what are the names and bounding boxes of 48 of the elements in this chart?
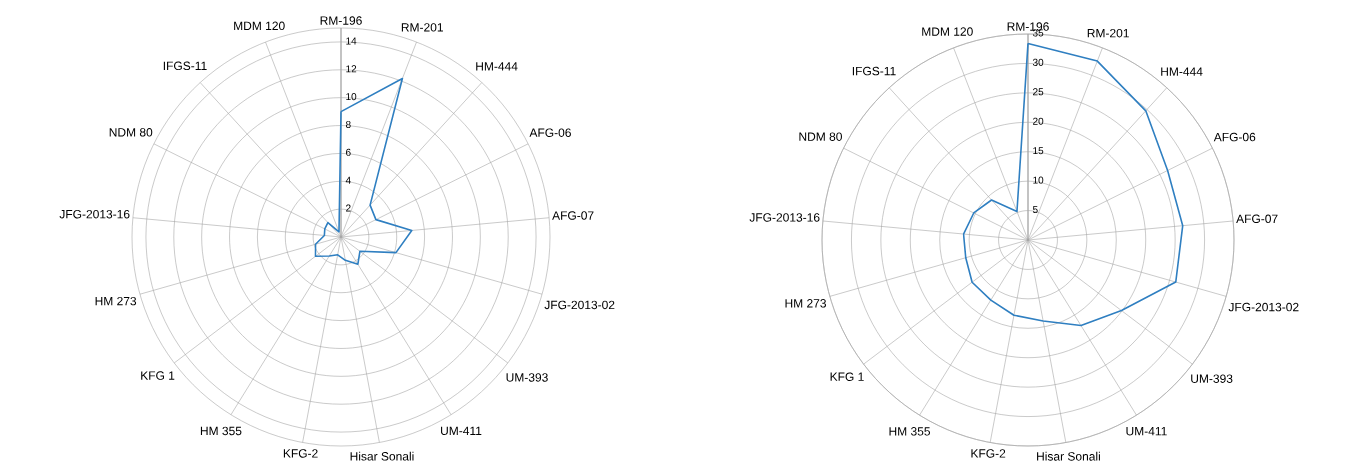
- spoke-label: IFGS-11: [163, 61, 207, 71]
- spoke-label: AFG-07: [552, 211, 594, 220]
- y-tick-label: 8: [345, 120, 351, 128]
- spoke-label: AFG-06: [1213, 132, 1256, 142]
- spoke-label: HM 273: [95, 296, 137, 306]
- y-tick-label: 5: [1032, 206, 1038, 214]
- spoke-label: Hisar Sonali: [1037, 451, 1100, 461]
- spoke-label: KFG 1: [141, 371, 175, 380]
- spoke-label: UM-411: [441, 426, 482, 435]
- spoke-label: NDM 80: [109, 128, 153, 137]
- spoke-label: RM-201: [1087, 28, 1129, 38]
- spoke-label: UM-393: [506, 373, 548, 382]
- y-tick-label: 4: [345, 176, 351, 184]
- spoke-label: HM-444: [476, 62, 518, 71]
- spoke-label: HM 355: [889, 427, 931, 436]
- y-tick-label: 10: [1033, 176, 1044, 184]
- spoke-label: HM 273: [785, 299, 826, 308]
- spoke-label: JFG-2013-02: [544, 300, 615, 310]
- spoke-label: UM-393: [1191, 374, 1233, 383]
- spoke-label: NDM 80: [799, 132, 842, 141]
- spoke-label: RM-201: [401, 23, 443, 32]
- spoke-label: IFGS-11: [852, 66, 896, 76]
- spoke-label: MDM 120: [234, 21, 285, 31]
- spoke-label: HM 355: [200, 426, 242, 436]
- y-tick-label: 35: [1032, 29, 1044, 37]
- spoke-label: RM-196: [320, 16, 362, 25]
- spoke-label: MDM 120: [922, 27, 973, 36]
- y-tick-label: 15: [1033, 147, 1044, 155]
- spoke-label: RM-196: [1007, 22, 1049, 31]
- y-tick-label: 6: [346, 148, 351, 156]
- y-tick-label: 2: [346, 204, 351, 212]
- y-tick-label: 14: [346, 37, 357, 45]
- spoke-label: JFG-2013-16: [749, 213, 820, 222]
- spoke-label: UM-411: [1126, 427, 1167, 436]
- spoke-label: KFG-2: [971, 449, 1006, 458]
- spoke-label: KFG-2: [283, 449, 318, 458]
- spoke-label: AFG-07: [1236, 214, 1278, 224]
- y-tick-label: 30: [1032, 58, 1044, 66]
- spoke-label: Hisar Sonali: [350, 451, 414, 461]
- y-tick-label: 12: [346, 65, 357, 73]
- spoke-label: JFG-2013-02: [1228, 302, 1299, 312]
- y-tick-label: 25: [1033, 88, 1044, 96]
- spoke-label: AFG-06: [529, 128, 571, 137]
- spoke-label: JFG-2013-16: [59, 209, 130, 219]
- y-tick-label: 10: [346, 93, 357, 101]
- spoke-label: HM-444: [1161, 67, 1203, 76]
- y-tick-label: 20: [1033, 117, 1044, 125]
- spoke-label: KFG 1: [830, 372, 864, 381]
